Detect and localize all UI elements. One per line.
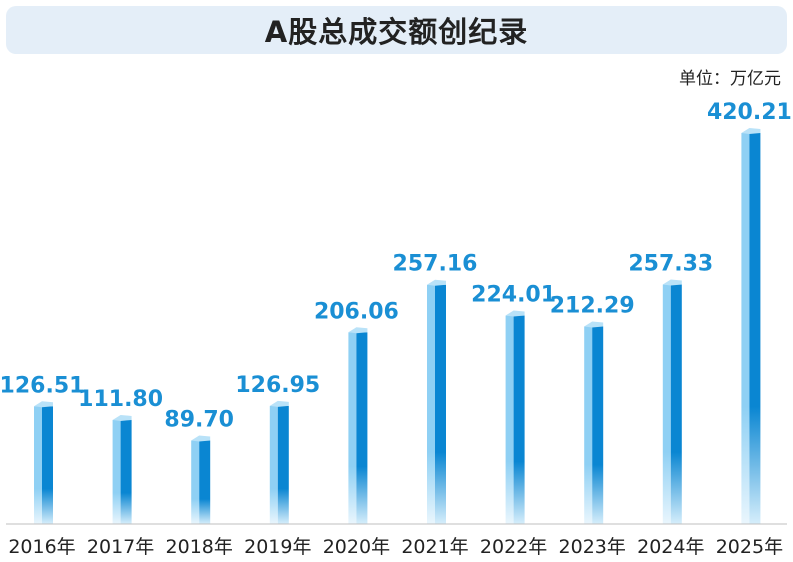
bar-top [741,128,761,134]
chart-title: A股总成交额创纪录 [264,15,529,49]
bar-side [112,419,121,524]
bar-side [191,440,200,524]
bar-top [191,435,211,442]
bar-front [670,284,682,524]
value-label: 89.70 [164,408,234,433]
bar [112,414,132,524]
bar-side [741,133,750,524]
bar [584,321,604,524]
value-label: 206.06 [314,299,399,324]
bar-front [199,440,211,524]
bar-front [749,133,761,524]
bar-side [348,332,357,524]
value-label: 224.01 [471,283,556,308]
bar [662,279,682,524]
bar-top [34,401,53,408]
value-label: 257.33 [628,252,713,277]
bar [348,327,368,524]
bar-side [269,405,278,524]
category-label: 2020年 [323,536,390,558]
category-label: 2019年 [244,536,311,558]
bar-front [42,406,53,524]
bar-side [34,406,42,524]
category-label: 2022年 [480,536,547,558]
bar-side [584,326,593,524]
unit-label: 单位：万亿元 [679,69,781,89]
category-label: 2017年 [87,536,154,558]
bar-top [112,414,132,421]
value-label: 420.21 [707,100,792,125]
bar [34,401,53,524]
bar-top [584,321,604,328]
bar-top [348,327,368,334]
bar [505,310,525,524]
bar-front [513,315,525,524]
bar [269,400,289,524]
bar-top [505,310,525,317]
bar-side [662,284,671,524]
category-labels-group: 2016年 2017年 2018年 2019年 2020年 2021年 2022年 2023年… [8,536,783,558]
bar-top [427,279,446,286]
bar-front [277,405,289,524]
bar-side [427,284,435,524]
bar [427,279,446,524]
bar-front [435,284,446,524]
title-bar: A股总成交额创纪录 [6,6,787,54]
value-label: 126.95 [235,373,320,398]
bar-side [505,315,514,524]
category-label: 2023年 [559,536,626,558]
value-label: 111.80 [78,387,163,412]
bar [741,128,761,524]
bar [191,435,211,524]
bar-front [592,326,604,524]
bar-front [120,419,132,524]
category-label: 2025年 [716,536,783,558]
category-label: 2016年 [8,536,75,558]
bar-top [269,400,289,407]
bar-front [356,332,368,524]
category-label: 2024年 [637,536,704,558]
value-label: 126.51 [0,373,84,398]
value-label: 257.16 [393,252,478,277]
category-label: 2021年 [401,536,468,558]
bar-top [662,279,682,286]
value-label: 212.29 [550,293,635,318]
category-label: 2018年 [166,536,233,558]
